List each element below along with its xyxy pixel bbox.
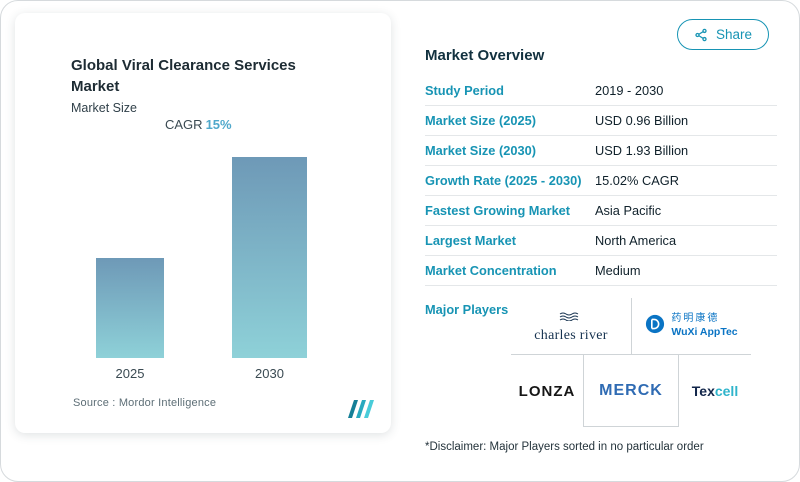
bar-2025 [96, 258, 164, 358]
overview-row-growth-rate: Growth Rate (2025 - 2030) 15.02% CAGR [425, 166, 777, 196]
row-label: Growth Rate (2025 - 2030) [425, 173, 582, 188]
overview-row-study-period: Study Period 2019 - 2030 [425, 76, 777, 106]
row-label: Market Size (2025) [425, 113, 536, 128]
cagr-annotation: CAGR 15% [165, 117, 232, 132]
major-players-label: Major Players [425, 302, 509, 317]
bar-chart: 2025 2030 [96, 157, 307, 381]
logo-row-1: charles river 药明康德 [511, 298, 751, 355]
row-label: Largest Market [425, 233, 517, 248]
merck-logo: MERCK [583, 355, 679, 427]
texcell-wordmark-part2: cell [714, 383, 739, 399]
row-label: Market Concentration [425, 263, 557, 278]
chart-subtitle: Market Size [71, 101, 137, 115]
wuxi-english-wordmark: WuXi AppTec [671, 325, 738, 338]
row-value: USD 1.93 Billion [595, 143, 689, 158]
overview-row-market-size-2025: Market Size (2025) USD 0.96 Billion [425, 106, 777, 136]
share-button-label: Share [715, 27, 752, 42]
major-players-section: Major Players charles riv [425, 298, 777, 427]
charles-river-wordmark: charles river [534, 328, 608, 343]
bar-label-2025: 2025 [115, 366, 145, 381]
major-players-logo-grid: charles river 药明康德 [511, 298, 751, 427]
wuxi-apptec-logo: 药明康德 WuXi AppTec [631, 298, 751, 354]
row-label: Market Size (2030) [425, 143, 536, 158]
bar-label-2030: 2030 [255, 366, 284, 381]
bar-2030 [232, 157, 307, 358]
texcell-wordmark-part1: Tex [691, 383, 715, 399]
lonza-wordmark: LONZA [518, 382, 576, 400]
row-value: Asia Pacific [595, 203, 662, 218]
row-label: Fastest Growing Market [425, 203, 571, 218]
share-button[interactable]: Share [676, 19, 769, 50]
cagr-label: CAGR [165, 117, 203, 132]
wuxi-circle-icon [645, 314, 665, 339]
overview-row-market-size-2030: Market Size (2030) USD 1.93 Billion [425, 136, 777, 166]
row-label: Study Period [425, 83, 504, 98]
overview-title: Market Overview [425, 47, 545, 64]
share-nodes-icon [694, 28, 708, 42]
overview-row-market-concentration: Market Concentration Medium [425, 256, 777, 286]
mordor-intelligence-logo [347, 399, 377, 419]
bar-group-2030: 2030 [232, 157, 307, 381]
logo-row-2: LONZA MERCK Texcell [511, 355, 751, 427]
chart-source: Source : Mordor Intelligence [73, 397, 217, 409]
texcell-logo: Texcell [679, 355, 751, 427]
row-value: 2019 - 2030 [595, 83, 664, 98]
overview-row-fastest-growing-market: Fastest Growing Market Asia Pacific [425, 196, 777, 226]
row-value: Medium [595, 263, 641, 278]
cagr-value: 15% [205, 117, 232, 132]
waves-icon [559, 308, 583, 326]
row-value: 15.02% CAGR [595, 173, 679, 188]
chart-title: Global Viral Clearance Services Market [71, 57, 296, 95]
charles-river-logo: charles river [511, 298, 631, 354]
row-value: North America [595, 233, 677, 248]
overview-row-largest-market: Largest Market North America [425, 226, 777, 256]
market-size-chart-card: Global Viral Clearance Services Market M… [15, 13, 391, 433]
row-value: USD 0.96 Billion [595, 113, 689, 128]
wuxi-chinese-wordmark: 药明康德 [671, 313, 720, 325]
lonza-logo: LONZA [511, 355, 583, 427]
merck-wordmark: MERCK [599, 381, 663, 399]
players-disclaimer: *Disclaimer: Major Players sorted in no … [425, 441, 704, 453]
bar-group-2025: 2025 [96, 258, 164, 381]
market-overview-panel: Market Overview Study Period 2019 - 2030… [425, 47, 777, 453]
